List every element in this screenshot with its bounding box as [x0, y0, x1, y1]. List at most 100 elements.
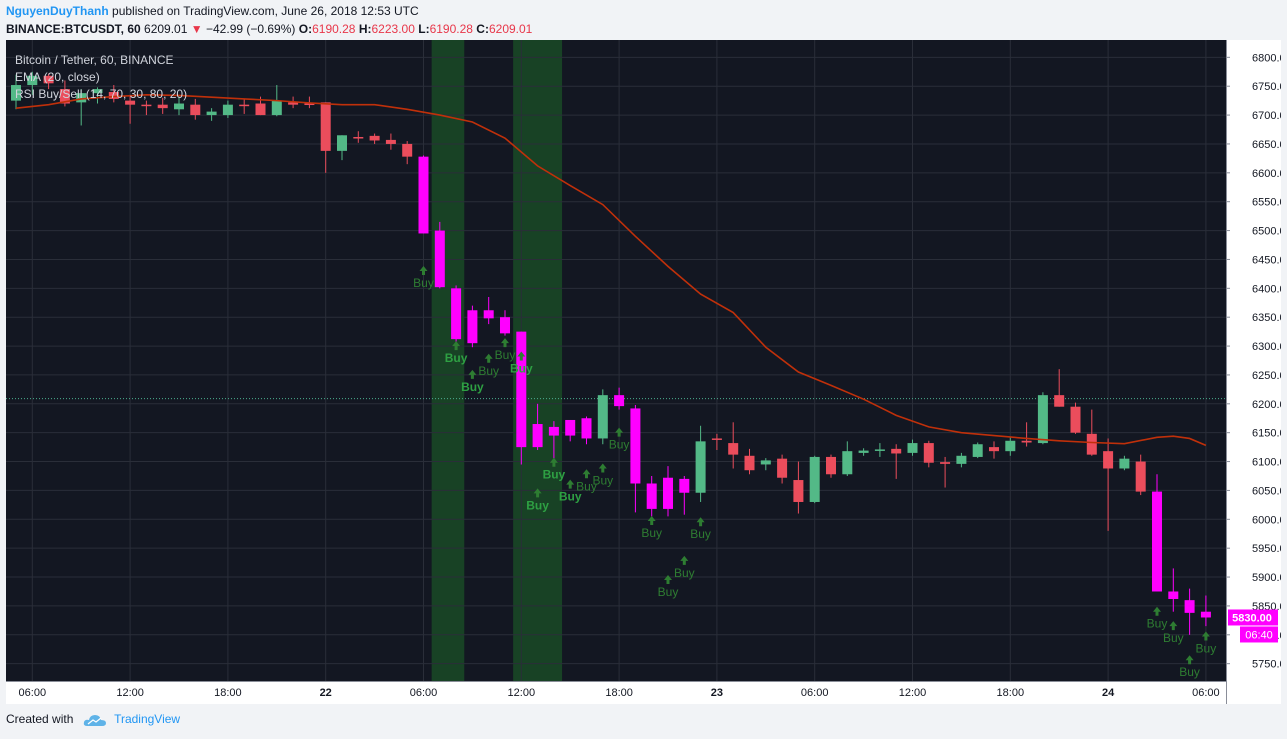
buy-label: Buy [543, 468, 566, 482]
ohlc-bar: BINANCE:BTCUSDT, 60 6209.01 ▼ −42.99 (−0… [6, 22, 532, 36]
chart-legend: Bitcoin / Tether, 60, BINANCE EMA (20, cl… [15, 53, 187, 101]
price-tick-label: 6550.00 [1252, 197, 1281, 209]
candle-body [1054, 395, 1065, 407]
price-tick-label: 6600.00 [1252, 168, 1281, 180]
buy-arrow-icon [1201, 631, 1210, 641]
candle-body [125, 100, 136, 105]
time-tick-label: 22 [320, 687, 332, 699]
candle-body [1184, 600, 1195, 613]
candle-body [59, 89, 70, 104]
close-label: C: [476, 22, 489, 36]
buy-arrow-icon [501, 338, 509, 348]
buy-arrow-icon [598, 463, 607, 473]
candle-body [711, 438, 722, 440]
price-tick-label: 6050.00 [1252, 485, 1281, 497]
buy-arrow-icon [1169, 621, 1178, 631]
buy-label: Buy [1179, 665, 1200, 679]
price-tick-label: 5750.00 [1252, 659, 1281, 671]
candle-body [337, 135, 347, 151]
candle-body [222, 104, 233, 116]
buy-arrow-icon [484, 353, 493, 363]
author-link[interactable]: NguyenDuyThanh [6, 4, 109, 18]
buy-arrow-icon [468, 369, 477, 379]
buy-arrow-icon [452, 341, 461, 351]
tradingview-link[interactable]: TradingView [114, 712, 181, 726]
price-tick-label: 6250.00 [1252, 370, 1281, 382]
time-axis-background [6, 681, 1226, 704]
candle-body [1168, 591, 1179, 599]
candle-body [858, 450, 869, 453]
candle-body [27, 75, 38, 86]
candle-body [989, 447, 999, 452]
price-tick-label: 6500.00 [1252, 226, 1281, 238]
candle-body [1005, 440, 1016, 452]
candle-body [1021, 440, 1032, 443]
candle-body [891, 448, 902, 454]
candle-body [826, 456, 836, 475]
candle-body [679, 478, 690, 493]
candle-body [923, 443, 934, 463]
candle-body [614, 395, 625, 407]
candle-body [728, 443, 739, 455]
price-axis-background [1226, 40, 1281, 704]
time-tick-label: 23 [711, 687, 723, 699]
close-value: 6209.01 [488, 22, 533, 36]
candle-body [43, 75, 54, 84]
time-tick-label: 18:00 [605, 687, 633, 699]
time-tick-label: 12:00 [899, 687, 927, 699]
price-tick-label: 6100.00 [1252, 457, 1281, 469]
candle-body [760, 460, 771, 465]
buy-arrow-icon [582, 469, 591, 479]
candle-body [402, 143, 413, 157]
price-tick-label: 6750.00 [1252, 81, 1281, 93]
last-price: 6209.01 [144, 22, 188, 36]
price-tick-label: 5950.00 [1252, 543, 1281, 555]
time-tick-label: 06:00 [19, 687, 47, 699]
candle-body [793, 480, 804, 502]
buy-label: Buy [609, 438, 630, 452]
price-tick-label: 5900.00 [1252, 572, 1281, 584]
candle-body [1086, 433, 1097, 455]
plot-background [6, 40, 1226, 681]
candle-body [516, 331, 527, 448]
buy-label: Buy [1163, 631, 1184, 645]
current-price-box [1228, 609, 1278, 626]
buy-arrow-icon [647, 516, 656, 526]
symbol-label: BINANCE:BTCUSDT, 60 [6, 22, 141, 36]
price-tick-label: 6200.00 [1252, 399, 1281, 411]
candle-body [255, 103, 266, 116]
candle-body [695, 441, 706, 493]
buy-arrow-icon [680, 555, 689, 565]
ema-line [15, 94, 1207, 447]
candle-body [11, 85, 21, 101]
buy-arrow-icon [549, 457, 558, 467]
candle-body [907, 443, 918, 453]
buy-label: Buy [1196, 642, 1217, 656]
time-tick-label: 06:00 [410, 687, 438, 699]
down-arrow-icon: ▼ [190, 22, 203, 36]
candle-body [565, 419, 576, 436]
candle-body [141, 104, 152, 107]
candle-body [972, 444, 983, 457]
price-chart[interactable]: 6800.00 6750.00 6700.00 6650.00 6600.00 6550.… [6, 40, 1281, 704]
buy-label: Buy [592, 473, 613, 487]
candle-body [646, 483, 657, 509]
open-label: O: [298, 22, 313, 36]
candle-body [483, 310, 494, 319]
candle-body [271, 100, 282, 116]
time-tick-label: 06:00 [1192, 687, 1220, 699]
candle-body [842, 451, 853, 475]
candle-body [809, 456, 820, 502]
tradingview-logo-icon [83, 714, 106, 726]
candle-body [532, 424, 543, 448]
low-value: 6190.28 [429, 22, 473, 36]
buy-label: Buy [641, 526, 662, 540]
buy-label: Buy [478, 364, 499, 378]
buy-label: Buy [495, 348, 516, 362]
candle-body [1070, 406, 1081, 433]
candle-body [157, 104, 168, 109]
candle-body [940, 462, 951, 464]
candle-body [874, 449, 885, 451]
candle-body [597, 395, 608, 439]
time-tick-label: 24 [1102, 687, 1115, 699]
